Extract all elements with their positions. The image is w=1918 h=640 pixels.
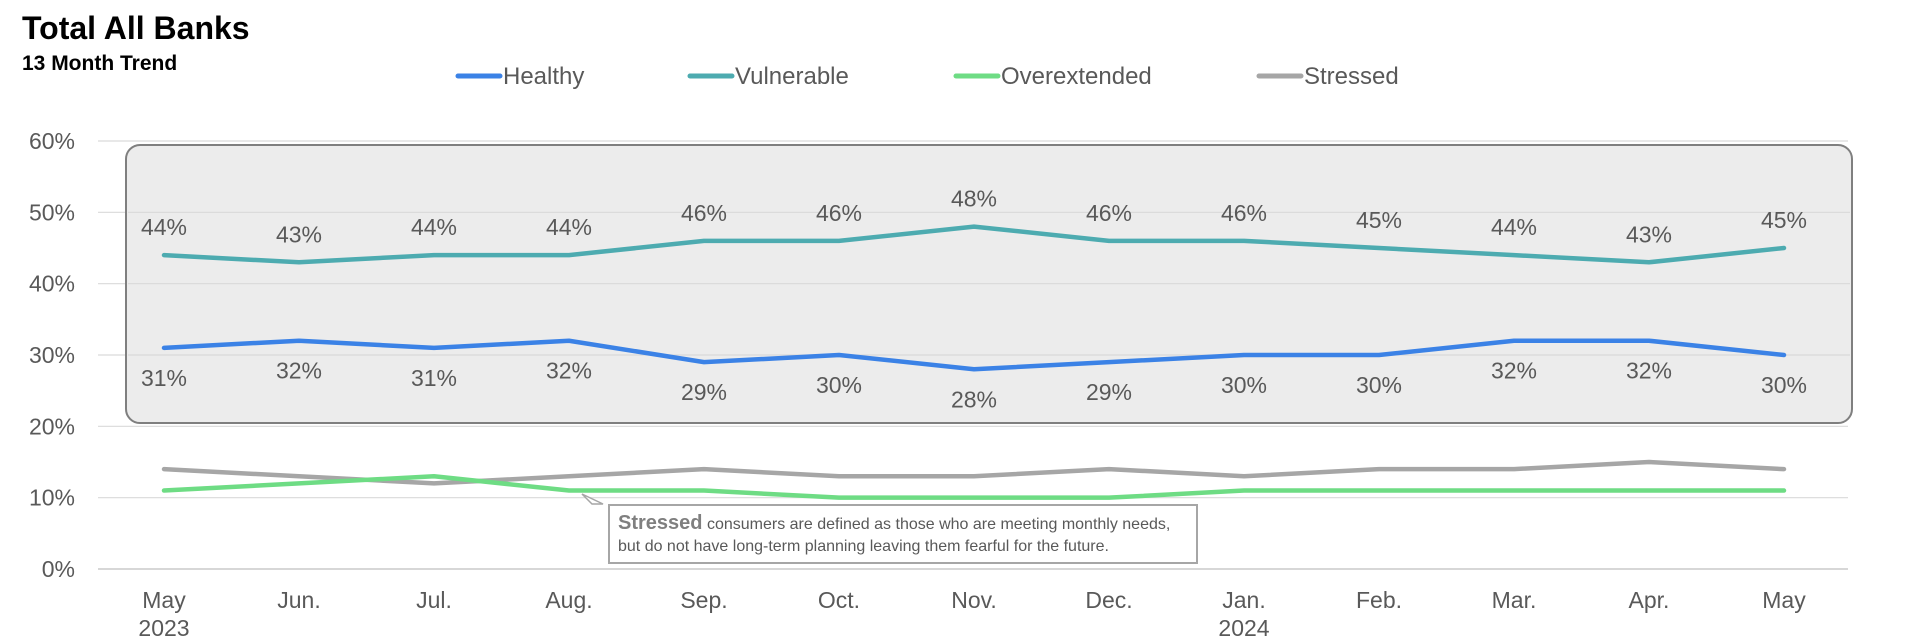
data-label: 30% xyxy=(1221,372,1267,398)
y-tick-label: 10% xyxy=(29,485,75,511)
x-tick-label: Mar. xyxy=(1492,587,1537,613)
data-label: 30% xyxy=(816,372,862,398)
x-tick-label: Dec. xyxy=(1085,587,1132,613)
x-tick-label: May xyxy=(1762,587,1806,613)
data-label: 31% xyxy=(141,365,187,391)
data-label: 45% xyxy=(1761,207,1807,233)
callout-pointer xyxy=(581,493,604,505)
x-tick-label: Jun. xyxy=(277,587,320,613)
x-tick-label: Nov. xyxy=(951,587,997,613)
series-line-stressed xyxy=(161,459,1787,486)
data-label: 46% xyxy=(681,200,727,226)
data-label: 43% xyxy=(276,221,322,247)
data-label: 29% xyxy=(1086,379,1132,405)
y-tick-label: 40% xyxy=(29,271,75,297)
gridlines-overlay xyxy=(128,211,1850,356)
x-tick-label: Aug. xyxy=(545,587,592,613)
x-tick-label: Feb. xyxy=(1356,587,1402,613)
callout-heading: Stressed xyxy=(618,512,703,534)
data-label: 44% xyxy=(411,214,457,240)
y-tick-label: 60% xyxy=(29,128,75,154)
y-tick-label: 20% xyxy=(29,413,75,439)
x-axis-ticks: May Jun. Jul. Aug. Sep. Oct. Nov. Dec. Jan. Feb. M… xyxy=(138,587,1806,640)
data-label: 46% xyxy=(1221,200,1267,226)
legend-label-stressed: Stressed xyxy=(1304,63,1399,90)
data-label: 48% xyxy=(951,186,997,212)
data-label: 30% xyxy=(1761,372,1807,398)
series-line-vulnerable xyxy=(161,224,1787,265)
data-label: 32% xyxy=(276,358,322,384)
x-year-label: 2024 xyxy=(1218,615,1269,640)
data-label: 43% xyxy=(1626,221,1672,247)
data-label: 44% xyxy=(546,214,592,240)
data-label: 32% xyxy=(546,358,592,384)
data-label: 30% xyxy=(1356,372,1402,398)
y-tick-label: 50% xyxy=(29,199,75,225)
x-tick-label: Jan. xyxy=(1222,587,1265,613)
data-label: 32% xyxy=(1491,358,1537,384)
x-tick-label: Oct. xyxy=(818,587,860,613)
chart-title: Total All Banks xyxy=(22,10,250,46)
y-tick-label: 30% xyxy=(29,342,75,368)
y-tick-label: 0% xyxy=(42,556,75,582)
callout-text: consumers are defined as those who are m… xyxy=(618,516,1171,555)
data-labels: 44% 43% 44% 44% 46% 46% 48% 46% 46% 45% 44% 43% 45% 3… xyxy=(141,186,1807,413)
legend-label-healthy: Healthy xyxy=(503,63,584,90)
legend: Healthy Vulnerable Overextended Stressed xyxy=(455,63,1399,90)
legend-label-vulnerable: Vulnerable xyxy=(735,63,849,90)
data-label: 31% xyxy=(411,365,457,391)
chart-subtitle: 13 Month Trend xyxy=(22,52,178,75)
data-label: 46% xyxy=(1086,200,1132,226)
data-label: 46% xyxy=(816,200,862,226)
y-axis-ticks: 0% 10% 20% 30% 40% 50% 60% xyxy=(29,128,75,582)
data-label: 28% xyxy=(951,386,997,412)
series-line-overextended xyxy=(161,474,1787,500)
data-label: 44% xyxy=(141,214,187,240)
x-tick-label: May xyxy=(142,587,186,613)
x-tick-label: Apr. xyxy=(1629,587,1670,613)
legend-label-overextended: Overextended xyxy=(1001,63,1152,90)
series-line-healthy xyxy=(161,338,1787,372)
data-label: 44% xyxy=(1491,214,1537,240)
x-tick-label: Sep. xyxy=(680,587,727,613)
x-year-label: 2023 xyxy=(138,615,189,640)
data-label: 29% xyxy=(681,379,727,405)
series-lines xyxy=(161,224,1787,500)
stressed-callout: Stressed consumers are defined as those … xyxy=(608,504,1198,564)
data-label: 32% xyxy=(1626,358,1672,384)
data-label: 45% xyxy=(1356,207,1402,233)
x-tick-label: Jul. xyxy=(416,587,452,613)
